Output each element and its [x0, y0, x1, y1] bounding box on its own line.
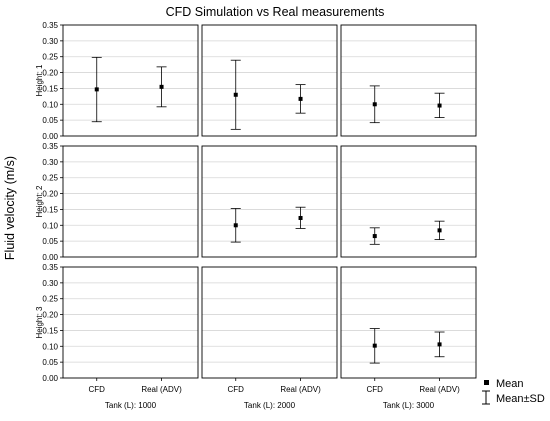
row-label: Height: 2: [35, 185, 44, 218]
mean-marker: [298, 96, 303, 101]
mean-marker: [298, 215, 303, 220]
y-tick-label: 0.35: [42, 142, 58, 151]
y-tick-label: 0.15: [42, 84, 58, 93]
legend: Mean Mean±SD: [482, 378, 545, 405]
panel-background: [341, 267, 476, 378]
y-axis-label: Fluid velocity (m/s): [3, 156, 17, 260]
y-tick-label: 0.05: [42, 116, 58, 125]
y-tick-label: 0.10: [42, 221, 58, 230]
panel-frame: [62, 145, 199, 258]
y-tick-label: 0.35: [42, 263, 58, 272]
row-label: Height: 1: [35, 64, 44, 97]
mean-marker: [372, 234, 377, 239]
y-tick-label: 0.20: [42, 190, 58, 199]
legend-sd-label: Mean±SD: [496, 393, 545, 405]
mean-marker: [372, 343, 377, 348]
y-tick-label: 0.30: [42, 279, 58, 288]
y-tick-label: 0.00: [42, 374, 58, 383]
mean-marker: [233, 223, 238, 228]
y-tick-label: 0.05: [42, 358, 58, 367]
y-tick-label: 0.30: [42, 37, 58, 46]
mean-marker: [233, 92, 238, 97]
mean-marker: [372, 102, 377, 107]
y-tick-label: 0.35: [42, 21, 58, 30]
y-tick-label: 0.00: [42, 253, 58, 262]
panel-background: [341, 146, 476, 257]
mean-marker: [437, 342, 442, 347]
panel-background: [202, 25, 337, 136]
chart-title: CFD Simulation vs Real measurements: [166, 5, 385, 19]
panel-background: [202, 146, 337, 257]
row-label: Height: 3: [35, 306, 44, 339]
y-tick-label: 0.25: [42, 53, 58, 62]
y-tick-label: 0.00: [42, 132, 58, 141]
x-tick-label: CFD: [89, 385, 106, 394]
panel-background: [63, 25, 198, 136]
panel-frame: [62, 266, 199, 379]
y-tick-label: 0.20: [42, 311, 58, 320]
panel-frame: [201, 24, 338, 137]
y-tick-label: 0.25: [42, 295, 58, 304]
column-label: Tank (L): 2000: [244, 401, 296, 410]
y-tick-label: 0.10: [42, 342, 58, 351]
x-tick-label: CFD: [228, 385, 245, 394]
column-label: Tank (L): 1000: [105, 401, 157, 410]
panel-background: [341, 25, 476, 136]
y-tick-label: 0.25: [42, 174, 58, 183]
mean-marker: [437, 228, 442, 233]
panel-background: [202, 267, 337, 378]
panel-background: [63, 146, 198, 257]
y-tick-label: 0.15: [42, 205, 58, 214]
mean-marker: [159, 84, 164, 89]
panel-frame: [201, 266, 338, 379]
y-tick-label: 0.05: [42, 237, 58, 246]
panel-frame: [340, 266, 477, 379]
mean-marker: [437, 103, 442, 108]
y-tick-label: 0.10: [42, 100, 58, 109]
panel-frame: [340, 145, 477, 258]
panel-frame: [201, 145, 338, 258]
y-tick-label: 0.20: [42, 69, 58, 78]
y-tick-label: 0.15: [42, 326, 58, 335]
panel-frame: [340, 24, 477, 137]
x-tick-label: Real (ADV): [280, 385, 321, 394]
mean-marker: [94, 87, 99, 92]
panels: 0.00 0.05 0.10 0.15 0.20 0.25 0.30 0.35 Height: …: [35, 21, 477, 410]
x-tick-label: Real (ADV): [419, 385, 460, 394]
panel-background: [63, 267, 198, 378]
panel-frame: [62, 24, 199, 137]
x-tick-label: Real (ADV): [141, 385, 182, 394]
legend-mean-marker: [484, 380, 489, 385]
x-tick-label: CFD: [367, 385, 384, 394]
column-label: Tank (L): 3000: [383, 401, 435, 410]
legend-mean-label: Mean: [496, 378, 524, 390]
y-tick-label: 0.30: [42, 158, 58, 167]
